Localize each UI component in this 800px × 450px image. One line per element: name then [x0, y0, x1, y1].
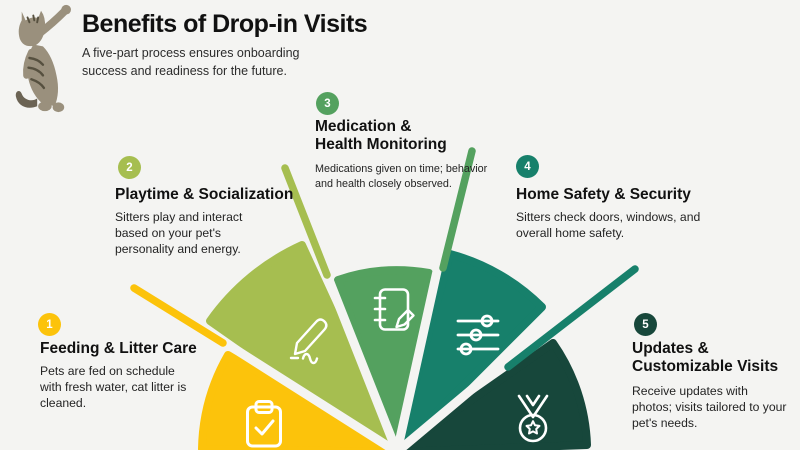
- pointer-ray-2: [281, 164, 331, 279]
- wedge-medication: [334, 266, 433, 450]
- page-subtitle: A five-part process ensures onboarding s…: [82, 46, 300, 79]
- step-3-number: 3: [324, 97, 331, 110]
- step-4-heading: Home Safety & Security: [516, 186, 691, 203]
- step-4-number: 4: [524, 160, 531, 173]
- cat-image: [15, 4, 71, 113]
- step-5-badge: 5: [634, 313, 657, 336]
- clipboard-check-icon: [246, 400, 282, 448]
- step-2-body: Sitters play and interact based on your …: [115, 210, 243, 256]
- pen-signature-icon: [289, 318, 328, 365]
- step-5-body: Receive updates with photos; visits tail…: [632, 384, 787, 430]
- step-1-body: Pets are fed on schedule with fresh wate…: [40, 364, 187, 410]
- pointer-ray-1: [130, 284, 227, 347]
- wedge-separator: [392, 203, 456, 450]
- wedge-feeding: [198, 351, 401, 450]
- wedge-playtime: [206, 241, 401, 450]
- medal-star-icon: [517, 394, 549, 443]
- wedge-updates: [393, 339, 591, 450]
- step-1-badge: 1: [38, 313, 61, 336]
- sliders-icon: [456, 314, 500, 356]
- step-2-number: 2: [126, 161, 133, 174]
- step-2-heading: Playtime & Socialization: [115, 186, 294, 203]
- page-title: Benefits of Drop-in Visits: [82, 10, 368, 38]
- step-3-body: Medications given on time; behavior and …: [315, 163, 488, 190]
- step-1-number: 1: [46, 318, 53, 331]
- step-4-badge: 4: [516, 155, 539, 178]
- notebook-pencil-icon: [373, 288, 415, 331]
- step-4-body: Sitters check doors, windows, and overal…: [516, 210, 701, 240]
- step-1-heading: Feeding & Litter Care: [40, 340, 197, 357]
- pointer-ray-3: [439, 147, 476, 272]
- step-5-number: 5: [642, 318, 649, 331]
- step-2-badge: 2: [118, 156, 141, 179]
- step-3-badge: 3: [316, 92, 339, 115]
- step-5-heading: Updates & Customizable Visits: [632, 340, 779, 375]
- wedge-separator: [392, 286, 594, 450]
- pointer-ray-4: [504, 265, 639, 371]
- step-3-heading: Medication & Health Monitoring: [315, 118, 447, 153]
